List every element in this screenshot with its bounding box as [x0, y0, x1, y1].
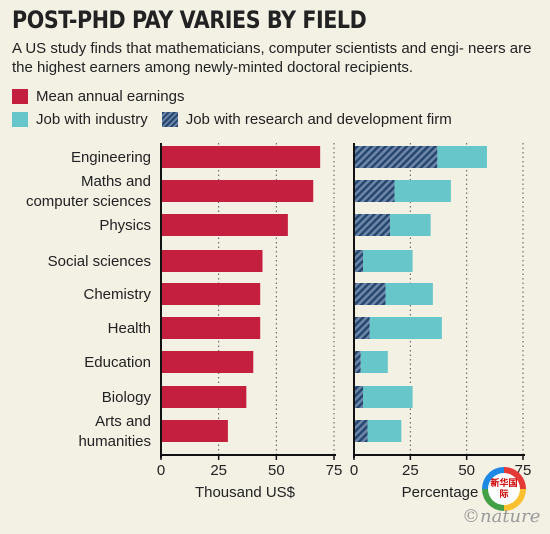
legend-label-industry: Job with industry	[36, 111, 148, 128]
legend-row-2: Job with industry Job with research and …	[12, 111, 452, 128]
x-tick-label: 25	[210, 462, 227, 479]
bar-rnd-firm	[354, 386, 364, 408]
legend-label-rnd: Job with research and development firm	[185, 111, 452, 128]
legend-swatch-industry	[12, 112, 28, 127]
x-tick-label: 0	[157, 462, 165, 479]
bar-rnd-firm	[354, 283, 386, 305]
category-label: Social sciences	[48, 253, 151, 270]
bar-industry	[360, 351, 388, 373]
x-tick-label: 0	[350, 462, 358, 479]
category-label: Maths and computer sciences	[26, 173, 151, 210]
category-label: Biology	[102, 389, 152, 406]
xinhua-logo: 新华国际	[482, 467, 526, 511]
category-label: Education	[84, 354, 151, 371]
bar-mean-earnings	[161, 420, 228, 442]
legend-label-mean: Mean annual earnings	[36, 88, 185, 105]
bar-rnd-firm	[354, 317, 370, 339]
bar-industry	[367, 420, 402, 442]
x-tick-label: 50	[458, 462, 475, 479]
bar-industry	[385, 283, 433, 305]
x-axis-label-percentage: Percentage	[402, 484, 479, 501]
x-axis-label-earnings: Thousand US$	[195, 484, 296, 501]
bar-rnd-firm	[354, 250, 364, 272]
bar-mean-earnings	[161, 146, 321, 168]
x-tick-label: 25	[402, 462, 419, 479]
bar-industry	[437, 146, 487, 168]
bar-industry	[363, 250, 413, 272]
bar-industry	[363, 386, 413, 408]
nature-watermark: ©nature	[462, 506, 541, 527]
bar-rnd-firm	[354, 180, 395, 202]
bar-rnd-firm	[354, 351, 361, 373]
bar-industry	[390, 214, 431, 236]
category-label: Physics	[99, 217, 151, 234]
bar-rnd-firm	[354, 214, 391, 236]
bar-mean-earnings	[161, 351, 254, 373]
bar-mean-earnings	[161, 214, 288, 236]
category-label: Health	[108, 320, 151, 337]
chart-title: POST-PHD PAY VARIES BY FIELD	[12, 6, 367, 34]
x-tick-label: 75	[326, 462, 343, 479]
bar-rnd-firm	[354, 420, 368, 442]
bar-mean-earnings	[161, 386, 247, 408]
legend-row-1: Mean annual earnings	[12, 88, 184, 105]
logo-text: 新华国际	[488, 473, 520, 505]
category-label: Arts and humanities	[78, 413, 151, 450]
category-label: Engineering	[71, 149, 151, 166]
bar-mean-earnings	[161, 250, 263, 272]
bar-rnd-firm	[354, 146, 438, 168]
bar-industry	[394, 180, 451, 202]
legend-swatch-rnd	[161, 112, 178, 127]
chart-subtitle: A US study finds that mathematicians, co…	[12, 40, 532, 76]
bar-mean-earnings	[161, 317, 261, 339]
category-label: Chemistry	[83, 286, 151, 303]
legend-swatch-mean	[12, 89, 28, 104]
bar-industry	[369, 317, 442, 339]
x-tick-label: 50	[268, 462, 285, 479]
bar-mean-earnings	[161, 180, 314, 202]
bar-mean-earnings	[161, 283, 261, 305]
